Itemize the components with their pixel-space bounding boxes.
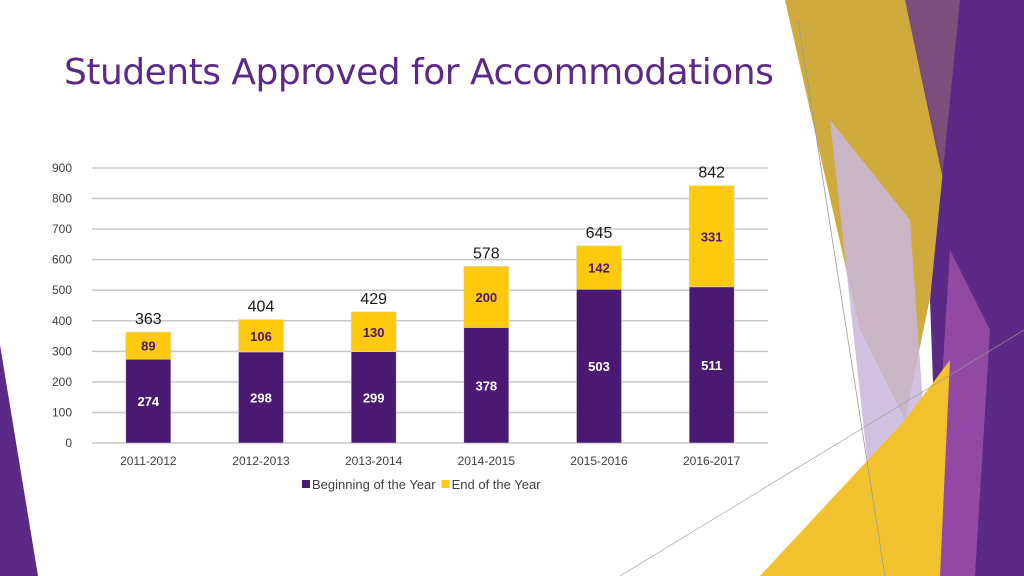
bar-beginning-label: 511 [701,358,722,373]
deco-thin-line-1 [797,19,886,576]
x-tick-label: 2014-2015 [458,454,516,468]
bar-total-label: 842 [698,165,725,182]
bar-end [576,245,622,290]
bar-end [463,266,510,328]
bar-end [238,319,284,353]
y-tick-label: 500 [52,283,72,297]
bar-end-label: 130 [363,325,385,340]
x-tick-label: 2016-2017 [683,454,741,468]
bar-end-label: 142 [588,261,610,276]
y-tick-label: 400 [52,314,72,328]
bar-beginning-label: 299 [363,390,385,405]
bar-end [688,185,735,288]
bar-total-label: 578 [473,245,500,262]
legend-label-beginning: Beginning of the Year [312,477,436,492]
x-tick-label: 2011-2012 [120,454,177,468]
legend-swatch-beginning [302,480,310,488]
bar-end [350,311,397,352]
deco-thin-line-2 [619,329,1024,576]
bar-beginning [688,286,735,444]
bar-beginning [576,289,622,444]
bar-beginning [125,359,172,444]
bar-total-label: 363 [135,311,162,328]
legend-label-end: End of the Year [452,477,542,492]
bar-beginning [238,351,284,444]
y-tick-label: 800 [52,192,72,206]
y-tick-label: 200 [52,375,72,389]
slide-title: Students Approved for Accommodations [64,52,774,93]
x-tick-label: 2012-2013 [232,454,290,468]
bar-beginning-label: 274 [137,394,159,409]
bar-end-label: 200 [475,290,497,305]
bar-beginning [350,351,397,444]
legend-swatch-end [441,480,450,488]
y-tick-label: 900 [52,161,72,175]
y-tick-label: 0 [65,436,72,450]
deco-left-purple [0,345,38,576]
deco-gold-lower [760,360,950,576]
bar-beginning-label: 378 [475,378,497,393]
bar-total-label: 404 [248,299,275,316]
grid-lines [92,167,768,444]
legend: Beginning of the Year End of the Year [302,477,541,492]
deco-magenta-band [930,250,990,576]
x-tick-label: 2015-2016 [570,454,628,468]
y-tick-label: 700 [52,222,72,236]
y-tick-label: 100 [52,405,72,419]
y-tick-label: 600 [52,253,72,267]
x-tick-label: 2013-2014 [345,454,403,468]
bar-beginning-label: 503 [588,359,610,374]
bar-end-label: 331 [701,229,723,244]
x-axis-ticks: 2011-2012 2012-2013 2013-2014 2014-2015 2015… [120,454,741,468]
bar-total-label: 429 [360,291,387,308]
y-tick-label: 300 [52,344,72,358]
bar-end-label: 89 [141,339,155,354]
bar-beginning-label: 298 [250,390,272,405]
bar-end [125,331,172,360]
y-axis-ticks: 0 100 200 300 400 500 600 700 800 900 [52,161,72,450]
bars: 274 89 363 298 106 404 299 130 429 378 200 578 503 14… [125,165,735,444]
bar-beginning [463,327,510,444]
bar-end-label: 106 [250,329,272,344]
bar-total-label: 645 [586,225,613,242]
